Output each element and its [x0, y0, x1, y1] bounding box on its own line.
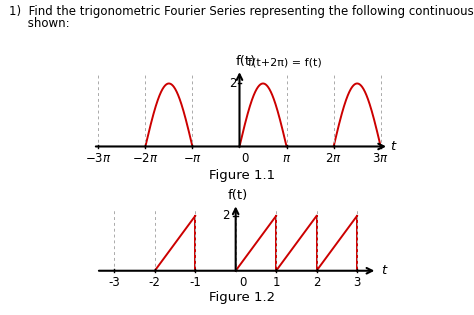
Text: Figure 1.1: Figure 1.1 [209, 169, 275, 181]
Text: 2: 2 [313, 276, 320, 289]
Text: 2: 2 [222, 209, 229, 222]
Text: Figure 1.2: Figure 1.2 [209, 291, 275, 304]
Text: -3: -3 [109, 276, 120, 289]
Text: $2\pi$: $2\pi$ [325, 152, 342, 165]
Text: $-3\pi$: $-3\pi$ [85, 152, 111, 165]
Text: f(t): f(t) [236, 55, 256, 68]
Text: shown:: shown: [9, 17, 70, 30]
Text: 0: 0 [241, 152, 249, 165]
Text: t: t [381, 264, 386, 277]
Text: 3: 3 [353, 276, 361, 289]
Text: f(t): f(t) [228, 189, 248, 202]
Text: $3\pi$: $3\pi$ [373, 152, 389, 165]
Text: 1)  Find the trigonometric Fourier Series representing the following continuous : 1) Find the trigonometric Fourier Series… [9, 5, 474, 18]
Text: $-2\pi$: $-2\pi$ [132, 152, 159, 165]
Text: $\pi$: $\pi$ [282, 152, 291, 165]
Text: t: t [391, 140, 396, 153]
Text: 2: 2 [229, 77, 237, 90]
Text: 1: 1 [273, 276, 280, 289]
Text: $-\pi$: $-\pi$ [183, 152, 202, 165]
Text: -1: -1 [189, 276, 201, 289]
Text: f(t+2π) = f(t): f(t+2π) = f(t) [248, 58, 321, 68]
Text: 0: 0 [240, 276, 247, 289]
Text: -2: -2 [149, 276, 161, 289]
